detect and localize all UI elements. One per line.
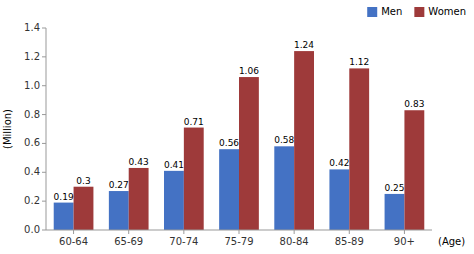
data-label: 1.24 [294,40,314,50]
bar [239,77,259,230]
y-tick [42,28,46,29]
data-label: 0.42 [329,158,349,168]
data-label: 0.25 [384,183,404,193]
legend-swatch [367,7,377,17]
y-tick-label: 0.6 [24,137,40,148]
y-tick [42,114,46,115]
bar [219,149,239,230]
y-tick [42,230,46,231]
x-tick [183,230,184,234]
data-label: 0.56 [219,138,239,148]
y-axis-line [46,28,47,230]
x-tick [73,230,74,234]
legend-swatch [414,7,424,17]
x-tick [404,230,405,234]
data-label: 0.27 [109,180,129,190]
bar [74,187,94,230]
data-label: 1.06 [239,66,259,76]
y-tick [42,201,46,202]
y-axis-label: (Million) [2,109,13,149]
y-tick [42,172,46,173]
y-tick [42,56,46,57]
bar [54,203,74,230]
x-tick-label: 60-64 [59,236,88,247]
x-tick [239,230,240,234]
y-tick [42,85,46,86]
y-tick-label: 1.0 [24,80,40,91]
legend-label: Women [428,6,466,17]
data-label: 0.43 [129,157,149,167]
data-label: 1.12 [349,57,369,67]
x-tick-label: 75-79 [224,236,253,247]
legend-label: Men [381,6,402,17]
data-label: 0.71 [184,117,204,127]
data-label: 0.19 [54,192,74,202]
bars [54,51,425,230]
bar [274,146,294,230]
bar [129,168,149,230]
x-tick-label: 65-69 [114,236,143,247]
x-tick [128,230,129,234]
y-tick-label: 0.0 [24,224,40,235]
x-tick-label: 70-74 [169,236,198,247]
data-label: 0.83 [404,99,424,109]
x-tick-label: 85-89 [335,236,364,247]
bar [329,169,349,230]
data-labels: 0.19 0.27 0.41 0.56 0.58 0.42 0.25 0.3 0.43 0.71 1… [54,40,425,202]
y-tick [42,143,46,144]
y-tick-label: 0.8 [24,109,40,120]
chart: 0.19 0.27 0.41 0.56 0.58 0.42 0.25 0.3 0.43 0.71 1… [0,0,474,254]
y-tick-label: 1.4 [24,22,40,33]
data-label: 0.3 [76,176,90,186]
bar [109,191,129,230]
x-tick-label: 80-84 [280,236,309,247]
y-tick-label: 1.2 [24,51,40,62]
axes: 0.0 0.2 0.4 0.6 0.8 1.0 1.2 1.4 60-64 65-69 70-74 7… [24,22,432,247]
bar [184,128,204,230]
bar [385,194,405,230]
x-tick [294,230,295,234]
y-tick-label: 0.2 [24,195,40,206]
x-axis-label: (Age) [438,236,465,247]
x-tick-label: 90+ [394,236,415,247]
y-tick-label: 0.4 [24,166,40,177]
bar [294,51,314,230]
bar [164,171,184,230]
data-label: 0.41 [164,160,184,170]
bar [404,110,424,230]
bar [349,68,369,230]
legend: Men Women [367,6,466,17]
x-tick [349,230,350,234]
chart-container: 0.19 0.27 0.41 0.56 0.58 0.42 0.25 0.3 0.43 0.71 1… [0,0,474,254]
data-label: 0.58 [274,135,294,145]
background [0,0,474,254]
